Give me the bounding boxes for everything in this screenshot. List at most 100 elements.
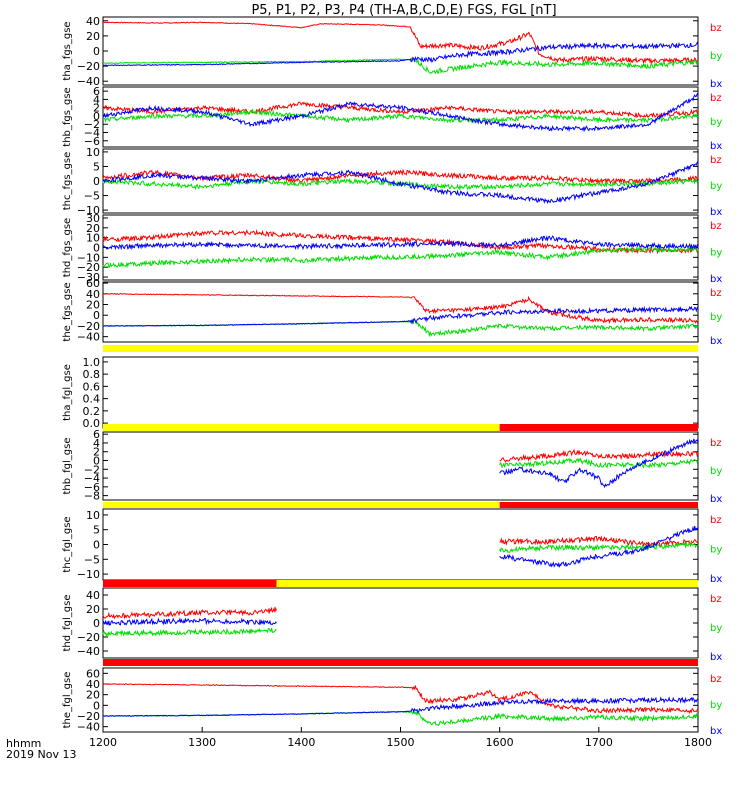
series-line-bz [102, 292, 699, 325]
status-bar-segment [499, 502, 698, 508]
y-tick-label: 10 [86, 509, 100, 522]
y-tick-label: −5 [84, 553, 100, 566]
x-tick-label: 1200 [89, 736, 117, 749]
y-tick-label: 40 [86, 589, 100, 602]
panel-frame [102, 148, 699, 214]
series-line-bx [103, 696, 699, 717]
legend-bx: bx [710, 207, 722, 218]
y-tick-label: 20 [86, 299, 100, 312]
legend-by: by [710, 545, 722, 556]
y-tick-label: −4 [84, 127, 100, 140]
legend-bx: bx [710, 494, 722, 505]
legend-bz: bz [710, 594, 722, 605]
status-bar-segment [103, 659, 698, 666]
y-axis-label: the_fgs_gse [62, 282, 73, 341]
series-line-bz [102, 101, 699, 119]
legend-bx: bx [710, 574, 722, 585]
y-tick-label: −10 [77, 204, 100, 217]
panel-frame [102, 587, 699, 659]
y-tick-label: −40 [77, 721, 100, 734]
y-tick-label: 60 [86, 667, 100, 680]
y-tick-label: 0 [93, 175, 100, 188]
y-tick-label: 5 [93, 524, 100, 537]
y-tick-label: 0 [93, 617, 100, 630]
series-line-bz [102, 21, 699, 65]
legend-bz: bz [710, 288, 722, 299]
y-tick-label: 10 [86, 146, 100, 159]
y-tick-label: −40 [77, 75, 100, 88]
y-tick-label: −10 [77, 251, 100, 264]
legend-bz: bz [710, 155, 722, 166]
legend-by: by [710, 51, 722, 62]
x-tick-label: 1300 [188, 736, 216, 749]
series-line-bz [102, 683, 699, 714]
legend-bx: bx [710, 336, 722, 347]
status-bar-segment [276, 580, 698, 587]
series-line-bx [102, 617, 277, 626]
y-tick-label: 6 [93, 428, 100, 441]
series-line-bx [499, 438, 699, 489]
y-tick-label: 6 [93, 85, 100, 98]
legend-bx: bx [710, 726, 722, 737]
y-axis-label: thd_fgs_gse [62, 218, 73, 277]
y-tick-label: −5 [84, 190, 100, 203]
series-line-bz [102, 168, 699, 185]
status-bar-segment [103, 345, 698, 352]
y-tick-label: −2 [84, 118, 100, 131]
y-tick-label: 1.0 [83, 356, 101, 369]
y-tick-label: 0.4 [83, 393, 101, 406]
panel-frame [102, 508, 699, 581]
legend-by: by [710, 466, 722, 477]
legend-bx: bx [710, 79, 722, 90]
y-tick-label: −2 [84, 463, 100, 476]
status-bar-segment [499, 424, 698, 431]
status-bar-segment [103, 424, 500, 431]
y-tick-label: −6 [84, 481, 100, 494]
series-line-by [102, 245, 699, 268]
y-tick-label: −4 [84, 472, 100, 485]
y-tick-label: 0.6 [83, 380, 101, 393]
y-tick-label: 40 [86, 288, 100, 301]
series-line-bz [102, 606, 277, 620]
y-tick-label: 20 [86, 603, 100, 616]
y-tick-label: 0 [93, 455, 100, 468]
series-line-by [102, 56, 699, 75]
x-tick-label: 1800 [684, 736, 712, 749]
panel-frame [102, 431, 699, 501]
y-tick-label: 60 [86, 277, 100, 290]
y-tick-label: −8 [84, 490, 100, 503]
y-axis-label: thd_fgl_gse [62, 595, 73, 652]
y-tick-label: 40 [86, 678, 100, 691]
legend-bz: bz [710, 515, 722, 526]
panel-thc_fgs_gse: 105 0 −5−10 thc_fgs_gse bz by bx [62, 146, 722, 218]
y-tick-label: −30 [77, 271, 100, 284]
legend-by: by [710, 623, 722, 634]
x-axis-date-label: 2019 Nov 13 [6, 748, 77, 761]
y-axis-label: thc_fgs_gse [62, 152, 73, 211]
y-tick-label: 4 [93, 437, 100, 450]
y-tick-label: 0 [93, 309, 100, 322]
x-axis-unit-label: hhmm [6, 737, 42, 750]
y-tick-label: 0 [93, 45, 100, 58]
y-tick-label: −20 [77, 631, 100, 644]
y-tick-label: 0 [93, 539, 100, 552]
y-axis-label: tha_fgs_gse [62, 21, 73, 80]
y-tick-label: −6 [84, 135, 100, 148]
legend-bz: bz [710, 674, 722, 685]
y-tick-label: −40 [77, 645, 100, 658]
y-tick-label: 0 [93, 699, 100, 712]
y-axis-label: the_fgl_gse [62, 672, 73, 729]
legend-by: by [710, 248, 722, 259]
legend-bz: bz [710, 23, 722, 34]
series-line-bx [102, 92, 699, 133]
panel-thc_fgl_gse: 10 5 0−5 −10 thc_fgl_gse bz by bx [62, 508, 722, 585]
y-tick-label: 40 [86, 15, 100, 28]
x-tick-label: 1700 [585, 736, 613, 749]
series-line-bx [102, 161, 699, 205]
